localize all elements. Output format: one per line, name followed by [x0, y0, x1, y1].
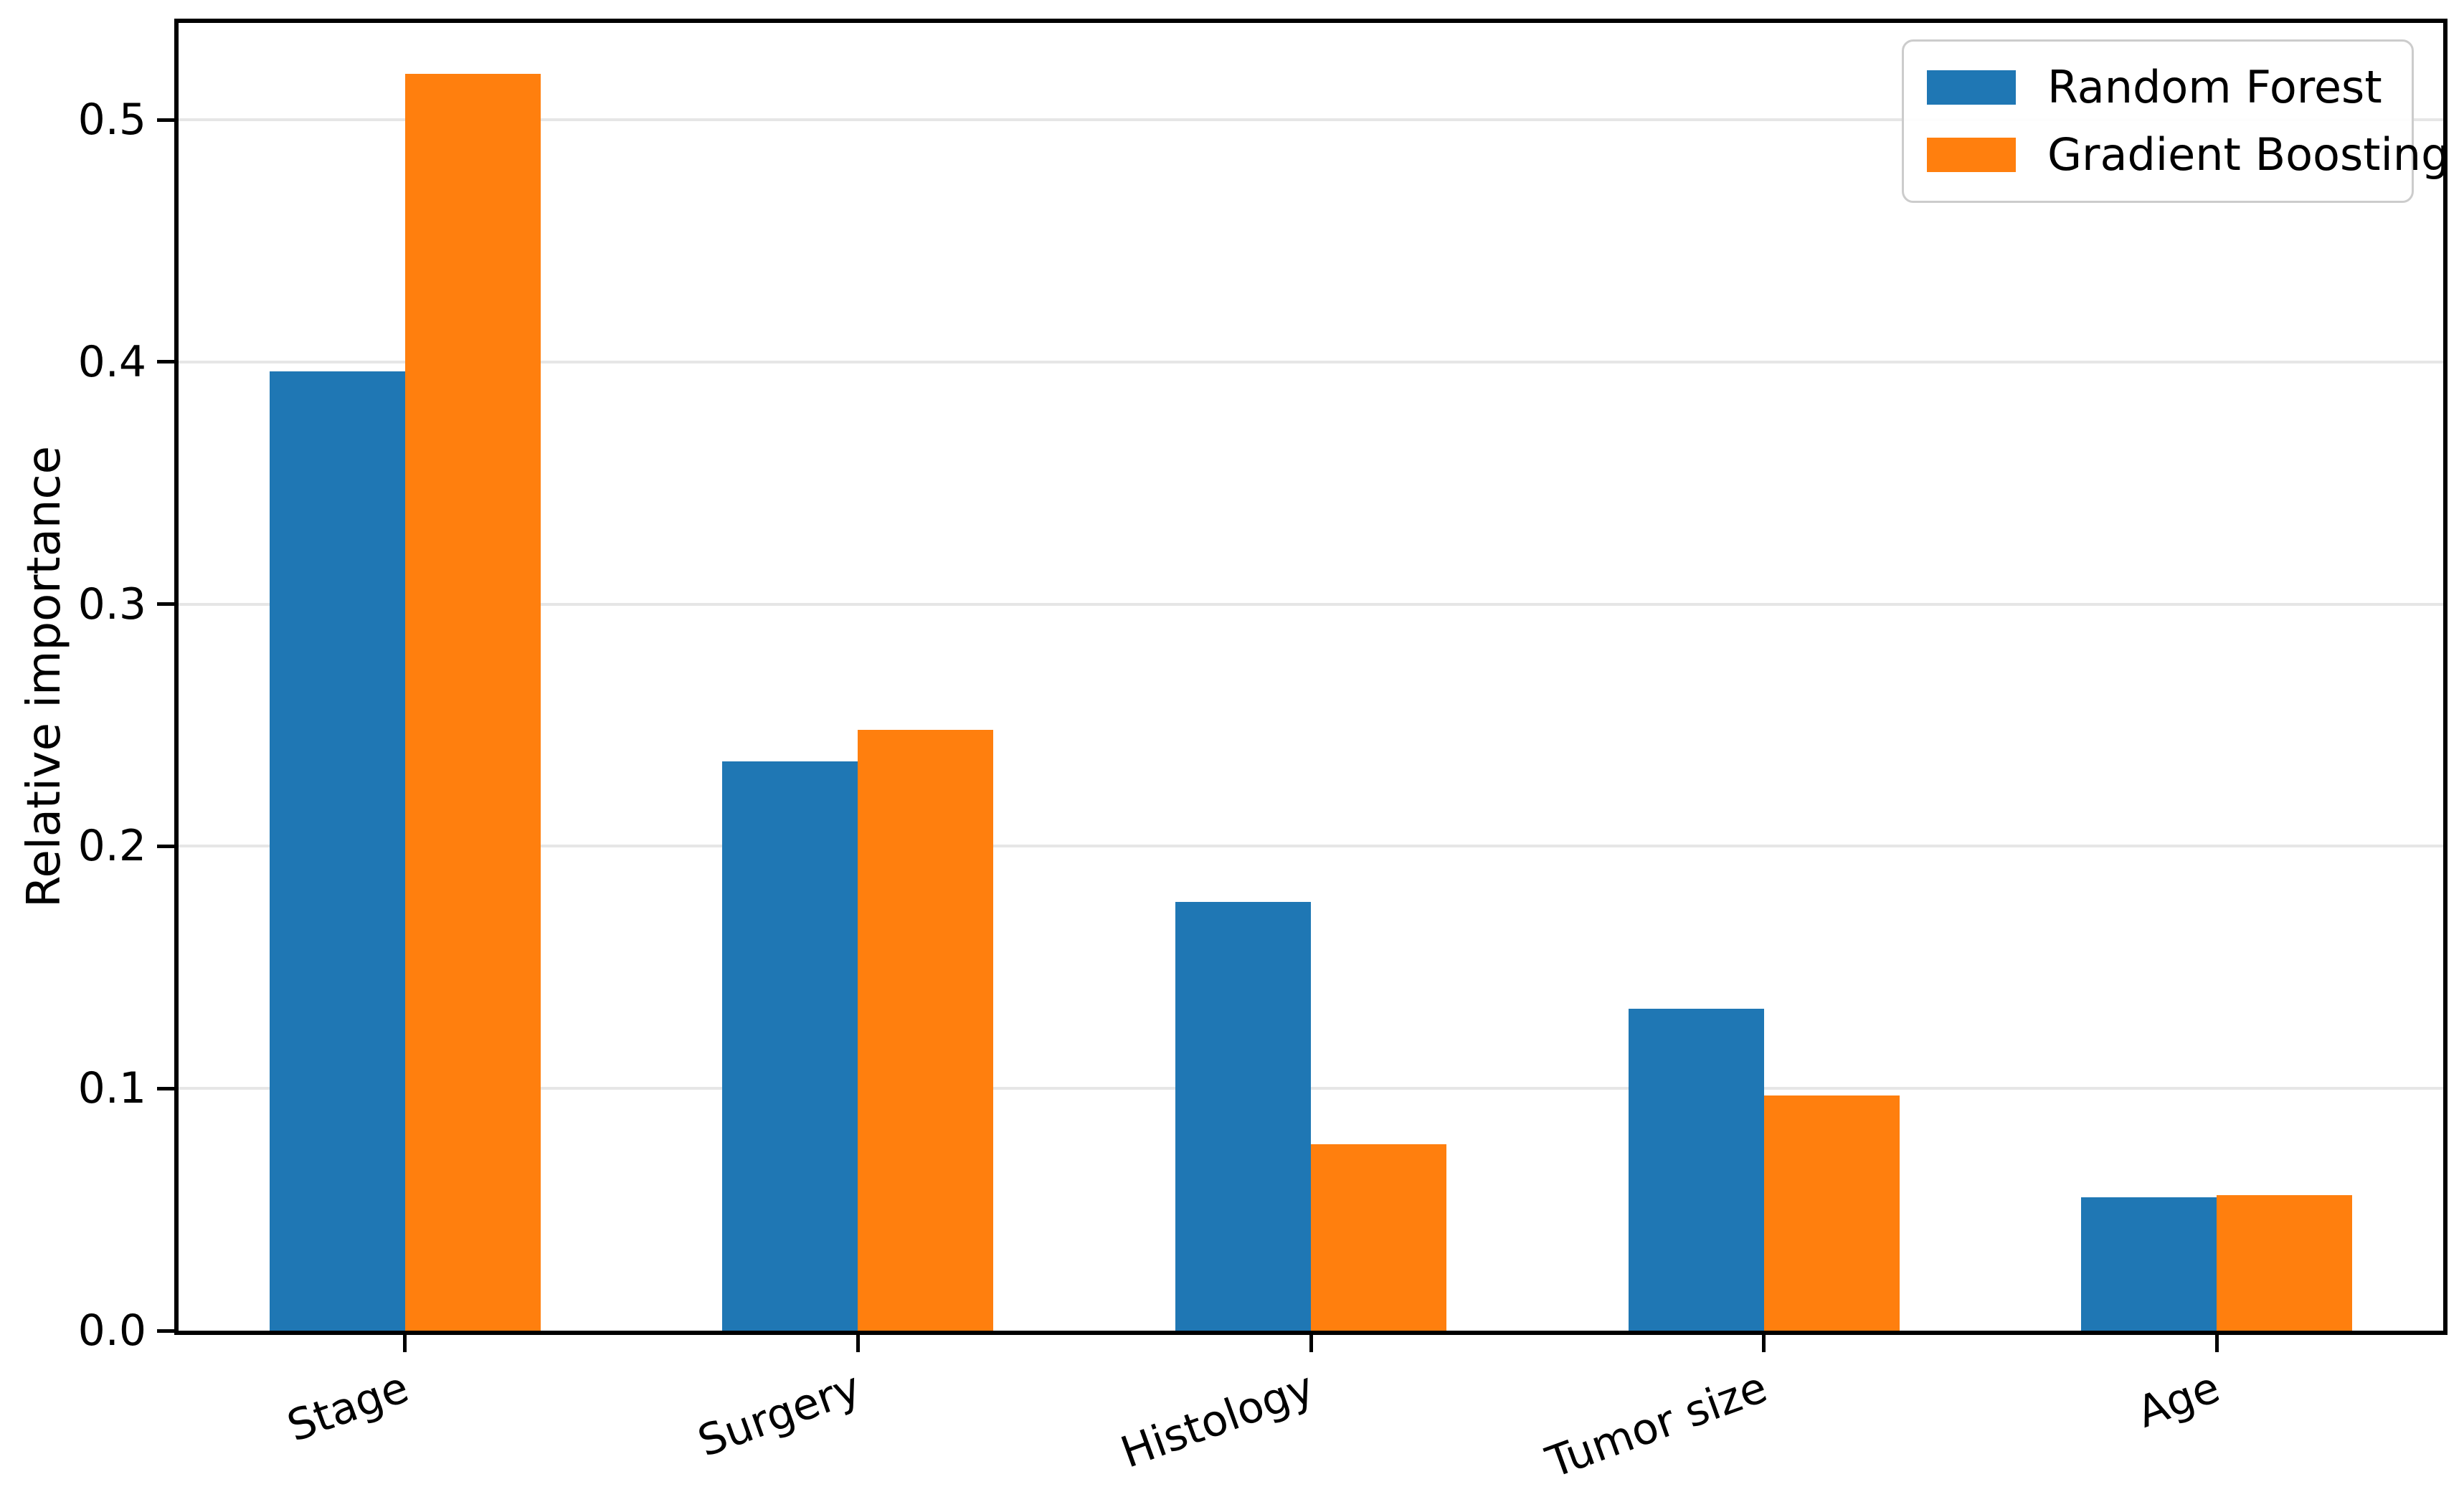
legend-row-random-forest: Random Forest	[1927, 59, 2390, 116]
bar-random-forest-stage	[270, 371, 405, 1331]
y-tick-mark-0.4	[157, 360, 174, 363]
x-tick-mark-tumor-size	[1762, 1335, 1766, 1352]
x-tick-label-tumor-size: Tumor size	[1540, 1362, 1774, 1488]
bar-gradient-boosting-stage	[405, 74, 541, 1331]
bar-gradient-boosting-age	[2217, 1195, 2352, 1331]
legend-label-random-forest: Random Forest	[2047, 61, 2382, 113]
y-tick-mark-0.3	[157, 602, 174, 606]
bar-gradient-boosting-tumor-size	[1764, 1095, 1900, 1331]
x-tick-mark-age	[2215, 1335, 2219, 1352]
y-tick-label-0.4: 0.4	[77, 337, 146, 387]
y-tick-label-0.1: 0.1	[77, 1063, 146, 1113]
y-tick-label-0.0: 0.0	[77, 1306, 146, 1356]
y-tick-mark-0.2	[157, 845, 174, 848]
y-tick-mark-0.5	[157, 118, 174, 122]
bar-random-forest-histology	[1175, 902, 1311, 1331]
bar-random-forest-surgery	[722, 761, 858, 1331]
bar-random-forest-age	[2081, 1197, 2217, 1331]
y-tick-label-0.3: 0.3	[77, 579, 146, 629]
gridline-y-0.2	[179, 845, 2443, 848]
legend-swatch-gradient-boosting	[1927, 138, 2016, 172]
x-tick-label-stage: Stage	[280, 1362, 415, 1453]
x-tick-mark-surgery	[856, 1335, 860, 1352]
y-tick-mark-0.1	[157, 1087, 174, 1090]
gridline-y-0.4	[179, 360, 2443, 363]
gridline-y-0.3	[179, 602, 2443, 606]
bar-gradient-boosting-surgery	[858, 730, 993, 1331]
legend-row-gradient-boosting: Gradient Boosting	[1927, 126, 2449, 184]
x-tick-label-histology: Histology	[1114, 1362, 1321, 1478]
bar-gradient-boosting-histology	[1311, 1144, 1446, 1331]
y-tick-label-0.2: 0.2	[77, 821, 146, 871]
gridline-y-0.5	[179, 118, 2443, 122]
x-tick-mark-histology	[1309, 1335, 1313, 1352]
x-tick-label-surgery: Surgery	[691, 1362, 868, 1468]
y-tick-mark-0.0	[157, 1329, 174, 1333]
bar-random-forest-tumor-size	[1629, 1009, 1764, 1331]
legend-swatch-random-forest	[1927, 70, 2016, 105]
plot-inner	[179, 23, 2443, 1331]
x-tick-mark-stage	[403, 1335, 407, 1352]
gridline-y-0.1	[179, 1087, 2443, 1090]
legend: Random Forest Gradient Boosting	[1902, 39, 2449, 203]
x-tick-label-age: Age	[2131, 1362, 2227, 1438]
y-tick-label-0.5: 0.5	[77, 95, 146, 145]
legend-label-gradient-boosting: Gradient Boosting	[2047, 128, 2450, 181]
plot-area	[174, 19, 2448, 1335]
